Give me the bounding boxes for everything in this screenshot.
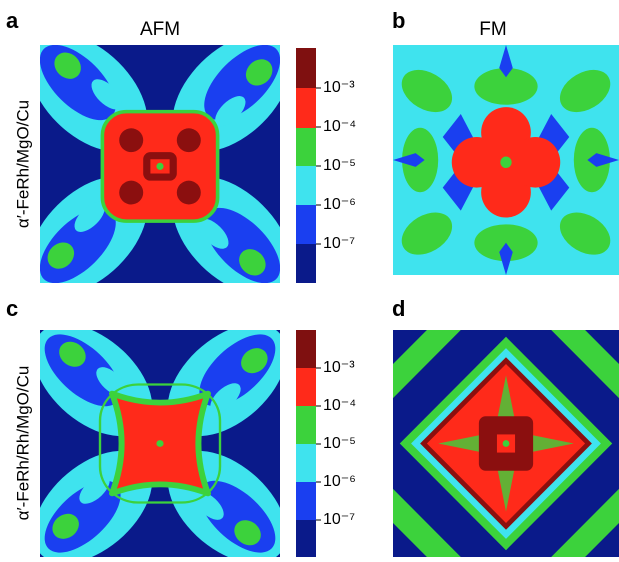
panel-letter: d <box>392 296 405 321</box>
colorbar-label: 10⁻⁴ <box>323 397 356 414</box>
map <box>40 45 280 283</box>
row-label: α′-FeRh/MgO/Cu <box>13 100 32 228</box>
panel-letter: a <box>6 8 19 33</box>
colorbar-label: 10⁻⁵ <box>323 435 356 452</box>
colorbar-label: 10⁻⁴ <box>323 118 356 135</box>
colorbar-label: 10⁻³ <box>323 79 355 96</box>
panel-letter: c <box>6 296 18 321</box>
colorbar <box>296 330 316 557</box>
map <box>40 330 280 557</box>
colorbar-label: 10⁻⁷ <box>323 511 355 528</box>
colorbar-label: 10⁻⁵ <box>323 157 356 174</box>
colorbar-label: 10⁻³ <box>323 359 355 376</box>
panel-letter: b <box>392 8 405 33</box>
map <box>393 330 619 557</box>
colorbar <box>296 48 316 283</box>
colorbar-label: 10⁻⁷ <box>323 235 355 252</box>
colorbar-label: 10⁻⁶ <box>323 473 356 490</box>
colorbar-label: 10⁻⁶ <box>323 196 356 213</box>
colorbar-labels: 10⁻³ 10⁻⁴ 10⁻⁵ 10⁻⁶ 10⁻⁷ <box>316 359 356 528</box>
colorbar-labels: 10⁻³ 10⁻⁴ 10⁻⁵ 10⁻⁶ 10⁻⁷ <box>316 79 356 252</box>
panel-title: FM <box>479 19 506 40</box>
row-label: α′-FeRh/Rh/MgO/Cu <box>13 366 32 521</box>
panel-title: AFM <box>140 19 180 40</box>
map <box>393 45 619 275</box>
